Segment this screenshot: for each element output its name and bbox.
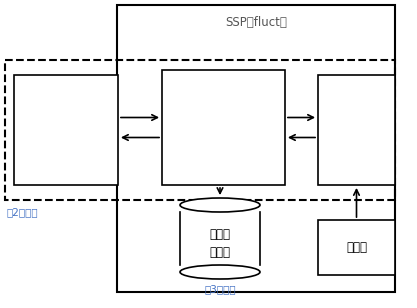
Bar: [318, 220, 395, 275]
Ellipse shape: [180, 265, 260, 279]
Bar: [180, 212, 260, 265]
Text: 広告主: 広告主: [346, 241, 367, 254]
Text: SSP（fluct）: SSP（fluct）: [225, 17, 287, 30]
Text: Webメディア: Webメディア: [39, 124, 93, 136]
Bar: [117, 5, 395, 292]
Text: 図3で解説: 図3で解説: [204, 284, 236, 294]
Text: 広告配信
サーバ: 広告配信 サーバ: [209, 112, 238, 143]
Text: 図2で解説: 図2で解説: [7, 207, 39, 217]
Bar: [318, 75, 395, 185]
Bar: [162, 70, 285, 185]
Text: マスタ
データ: マスタ データ: [209, 228, 231, 259]
Bar: [5, 60, 395, 200]
Bar: [14, 75, 118, 185]
Text: DSP: DSP: [343, 124, 370, 136]
Ellipse shape: [180, 198, 260, 212]
